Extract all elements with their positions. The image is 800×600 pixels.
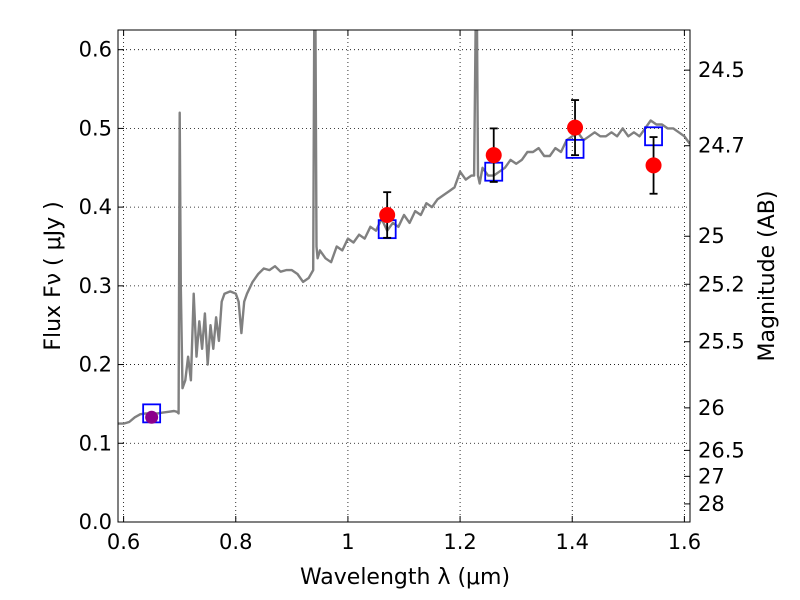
sed-model-line <box>118 30 690 425</box>
mag-tick-label: 26.5 <box>698 438 745 462</box>
x-tick-label: 1.2 <box>443 530 476 554</box>
observed-photometry-point <box>485 147 502 164</box>
mag-tick-label: 28 <box>698 492 725 516</box>
y-tick-label: 0.3 <box>79 274 112 298</box>
mag-tick-label: 26 <box>698 396 725 420</box>
y-tick-label: 0.5 <box>79 116 112 140</box>
x-tick-label: 1.6 <box>668 530 701 554</box>
x-tick-label: 1 <box>341 530 354 554</box>
tick-layer: 0.6 0.8 1 1.2 1.4 1.6 0.0 0.1 0.2 0.3 0.4 0.5 0.6 24.… <box>79 30 745 554</box>
y-tick-label: 0.2 <box>79 353 112 377</box>
upper-limit-point <box>145 410 159 424</box>
mag-tick-label: 27 <box>698 464 725 488</box>
observed-photometry-point <box>567 119 584 136</box>
mag-tick-label: 24.7 <box>698 134 745 158</box>
x-axis-label: Wavelength λ (μm) <box>300 565 510 590</box>
mag-tick-label: 25.5 <box>698 330 745 354</box>
observed-photometry-point <box>379 206 396 223</box>
mag-tick-label: 24.5 <box>698 58 745 82</box>
mag-tick-label: 25.2 <box>698 272 745 296</box>
x-tick-label: 0.8 <box>219 530 252 554</box>
y-tick-label: 0.6 <box>79 38 112 62</box>
plot-frame <box>117 29 691 523</box>
y-tick-label: 0.1 <box>79 431 112 455</box>
y-tick-label: 0.0 <box>79 510 112 534</box>
mag-tick-label: 25 <box>698 224 725 248</box>
x-tick-label: 0.6 <box>107 530 140 554</box>
observed-photometry-point <box>645 157 662 174</box>
y-tick-label: 0.4 <box>79 195 112 219</box>
y2-axis-label: Magnitude (AB) <box>755 191 780 362</box>
grid-layer <box>118 30 690 523</box>
data-layer <box>118 30 690 425</box>
y-axis-label: Flux Fν ( μJy ) <box>41 201 66 350</box>
x-tick-label: 1.4 <box>556 530 589 554</box>
